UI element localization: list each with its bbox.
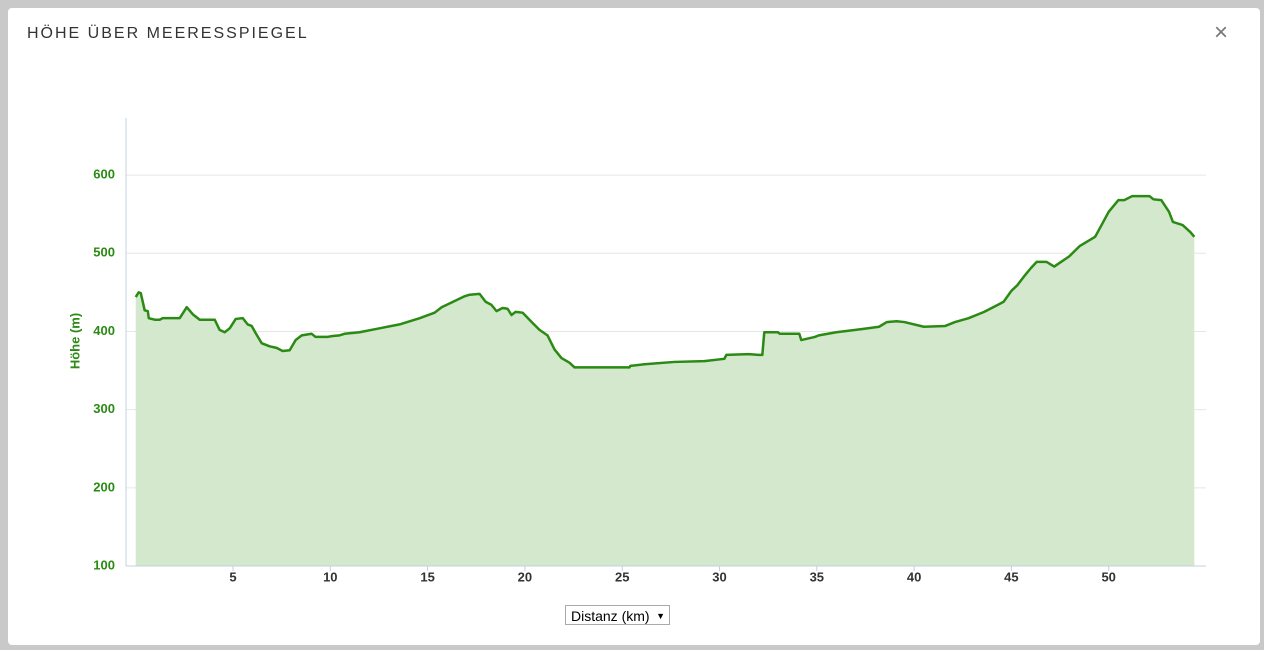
- close-button[interactable]: ×: [1214, 19, 1229, 46]
- x-tick-label: 40: [907, 569, 921, 584]
- x-tick-label: 10: [323, 569, 337, 584]
- x-tick-label: 15: [420, 569, 434, 584]
- x-tick-label: 20: [518, 569, 532, 584]
- y-axis-title: Höhe (m): [67, 313, 82, 369]
- area-fill: [135, 196, 1195, 566]
- y-tick-label: 500: [93, 245, 115, 260]
- y-tick-label: 400: [93, 323, 115, 338]
- dialog-title: HÖHE ÜBER MEERESSPIEGEL: [27, 25, 309, 42]
- x-tick-label: 30: [712, 569, 726, 584]
- x-selector[interactable]: Distanz (km) ▼: [565, 605, 670, 625]
- x-tick-label: 25: [615, 569, 629, 584]
- x-tick-label: 45: [1004, 569, 1018, 584]
- y-tick-label: 200: [93, 479, 115, 494]
- elevation-line: [134, 194, 1196, 369]
- x-tick-label: 35: [810, 569, 824, 584]
- y-tick-label: 100: [93, 557, 115, 572]
- y-tick-label: 600: [93, 167, 115, 182]
- x-tick-label: 5: [229, 569, 236, 584]
- y-tick-label: 300: [93, 401, 115, 416]
- dropdown-arrow: ▼: [656, 611, 665, 621]
- x-tick-label: 50: [1101, 569, 1115, 584]
- selector-label: Distanz (km): [571, 608, 650, 624]
